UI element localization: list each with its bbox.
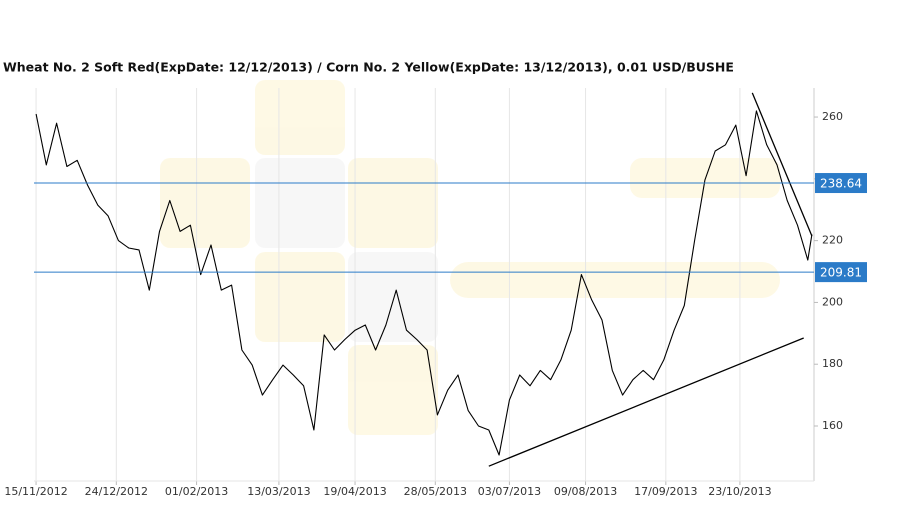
x-tick-label: 17/09/2013 — [634, 485, 697, 498]
watermark-block — [348, 158, 438, 248]
y-tick-label: 160 — [822, 419, 843, 432]
x-tick-label: 15/11/2012 — [4, 485, 67, 498]
watermark-block — [348, 252, 438, 342]
trend-line — [488, 337, 804, 467]
x-tick-label: 19/04/2013 — [323, 485, 386, 498]
reference-label: 209.81 — [820, 266, 862, 280]
price-line — [35, 110, 813, 456]
x-tick-label: 09/08/2013 — [554, 485, 617, 498]
x-tick-label: 01/02/2013 — [165, 485, 228, 498]
reference-label: 238.64 — [820, 177, 862, 191]
x-tick-label: 28/05/2013 — [404, 485, 467, 498]
y-tick-label: 180 — [822, 357, 843, 370]
watermark-block — [255, 158, 345, 248]
x-tick-label: 03/07/2013 — [478, 485, 541, 498]
watermark-block — [450, 262, 780, 298]
y-tick-label: 200 — [822, 295, 843, 308]
reference-label-box — [815, 173, 867, 194]
x-tick-label: 24/12/2012 — [85, 485, 148, 498]
y-tick-label: 260 — [822, 110, 843, 123]
trend-line — [751, 92, 813, 237]
y-tick-label: 220 — [822, 234, 843, 247]
chart-title: Wheat No. 2 Soft Red(ExpDate: 12/12/2013… — [3, 60, 734, 75]
watermark — [160, 80, 780, 435]
x-tick-label: 13/03/2013 — [247, 485, 310, 498]
watermark-block — [348, 345, 438, 435]
watermark-block — [255, 80, 345, 155]
watermark-block — [160, 158, 250, 248]
watermark-block — [630, 158, 780, 198]
watermark-block — [255, 252, 345, 342]
reference-label-box — [815, 262, 867, 283]
x-tick-label: 23/10/2013 — [708, 485, 771, 498]
